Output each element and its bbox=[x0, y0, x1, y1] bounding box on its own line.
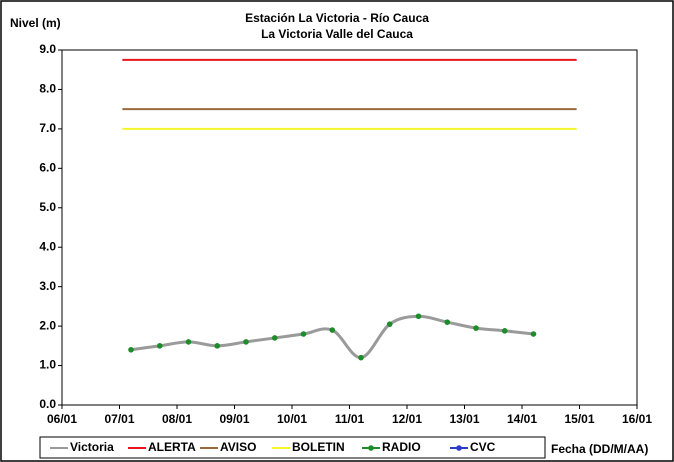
legend-label: Victoria bbox=[70, 440, 114, 454]
x-tick-label: 13/01 bbox=[449, 412, 479, 426]
x-axis-label: Fecha (DD/M/AA) bbox=[551, 442, 648, 456]
data-point bbox=[329, 327, 336, 333]
y-tick-label: 1.0 bbox=[39, 358, 56, 372]
data-point bbox=[444, 319, 451, 325]
data-point bbox=[156, 343, 163, 349]
data-point bbox=[185, 339, 192, 345]
y-tick-label: 3.0 bbox=[39, 279, 56, 293]
chart-subtitle: La Victoria Valle del Cauca bbox=[261, 27, 413, 41]
data-point bbox=[501, 328, 508, 334]
data-point bbox=[271, 335, 278, 341]
x-tick-label: 06/01 bbox=[47, 412, 77, 426]
data-point bbox=[214, 343, 221, 349]
legend-marker bbox=[368, 445, 374, 451]
data-point bbox=[415, 313, 422, 320]
y-tick-label: 0.0 bbox=[39, 397, 56, 411]
x-tick-label: 08/01 bbox=[162, 412, 192, 426]
legend-label: AVISO bbox=[220, 440, 256, 454]
y-axis-label: Nivel (m) bbox=[10, 16, 61, 30]
data-point bbox=[358, 354, 364, 361]
data-point bbox=[530, 331, 537, 337]
y-tick-label: 4.0 bbox=[39, 239, 56, 253]
x-tick-label: 15/01 bbox=[564, 412, 594, 426]
legend-label: ALERTA bbox=[148, 440, 196, 454]
x-tick-label: 11/01 bbox=[335, 412, 365, 426]
legend-box bbox=[39, 436, 546, 459]
y-tick-label: 5.0 bbox=[39, 200, 56, 214]
y-tick-label: 6.0 bbox=[39, 161, 56, 175]
x-tick-label: 09/01 bbox=[219, 412, 249, 426]
x-tick-label: 10/01 bbox=[277, 412, 307, 426]
data-point bbox=[386, 321, 393, 327]
y-tick-label: 7.0 bbox=[39, 121, 56, 135]
data-point bbox=[473, 325, 479, 331]
legend-label: BOLETIN bbox=[292, 440, 345, 454]
data-point bbox=[128, 346, 134, 353]
y-tick-label: 9.0 bbox=[39, 42, 56, 56]
data-point bbox=[243, 339, 249, 345]
x-tick-label: 14/01 bbox=[507, 412, 537, 426]
y-tick-label: 8.0 bbox=[39, 82, 56, 96]
data-point bbox=[300, 331, 307, 337]
legend-marker bbox=[456, 445, 462, 451]
chart-title: Estación La Victoria - Río Cauca bbox=[245, 11, 429, 25]
x-tick-label: 16/01 bbox=[622, 412, 652, 426]
x-tick-label: 12/01 bbox=[392, 412, 422, 426]
y-tick-label: 2.0 bbox=[39, 318, 56, 332]
x-tick-label: 07/01 bbox=[104, 412, 134, 426]
legend-label: CVC bbox=[470, 440, 496, 454]
legend-label: RADIO bbox=[382, 440, 421, 454]
